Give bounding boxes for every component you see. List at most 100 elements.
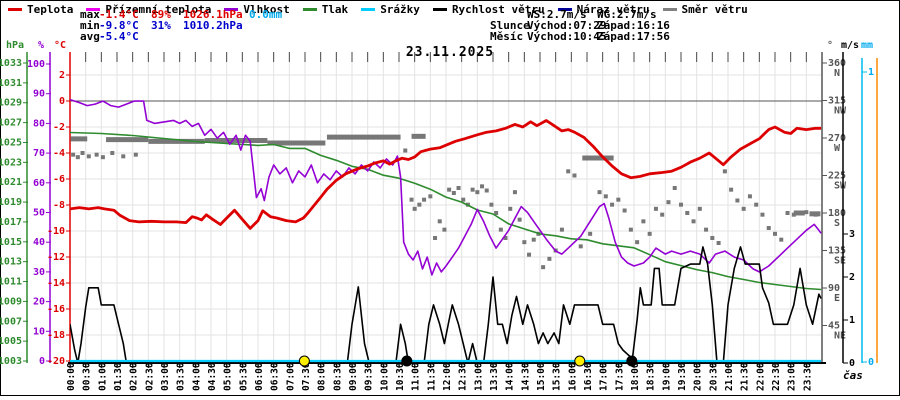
svg-text:06:30: 06:30 (270, 362, 281, 391)
stat-max-humidity: 89% (151, 8, 171, 21)
wind-direction-point (409, 197, 414, 202)
svg-text:3: 3 (849, 229, 855, 240)
wind-direction-point (531, 237, 536, 242)
svg-text:135: 135 (828, 246, 846, 257)
wind-direction-point (512, 190, 517, 195)
svg-text:1017: 1017 (0, 217, 22, 228)
svg-text:-2: -2 (53, 122, 65, 133)
svg-text:NW: NW (834, 106, 847, 117)
wind-direction-point (578, 244, 583, 249)
wind-direction-point (641, 219, 646, 224)
temperature-line (70, 119, 822, 230)
svg-text:1031: 1031 (0, 78, 22, 89)
wind-direction-point (572, 173, 577, 178)
wind-direction-point (697, 206, 702, 211)
svg-text:1003: 1003 (0, 356, 22, 367)
svg-text:1025: 1025 (0, 137, 22, 148)
legend-color-dash (8, 8, 22, 11)
svg-text:1021: 1021 (0, 177, 22, 188)
svg-text:2: 2 (849, 272, 855, 283)
svg-text:SE: SE (834, 256, 846, 267)
svg-text:16:00: 16:00 (567, 362, 578, 391)
svg-text:21:30: 21:30 (740, 362, 751, 391)
stat-min-label: min (80, 19, 100, 32)
pressure-axis-unit: hPa (6, 40, 25, 51)
svg-text:70: 70 (33, 148, 45, 159)
svg-text:45: 45 (828, 321, 840, 332)
svg-text:14:00: 14:00 (505, 362, 516, 391)
legend-item: Směr větru (662, 3, 748, 16)
sunset-time: Západ:16:16 (597, 19, 670, 32)
svg-text:10:00: 10:00 (379, 362, 390, 391)
legend-color-dash (86, 8, 101, 11)
svg-text:10:30: 10:30 (395, 362, 406, 391)
wind-direction-point (566, 169, 571, 174)
svg-text:23:30: 23:30 (802, 362, 813, 391)
svg-text:07:00: 07:00 (285, 362, 296, 391)
svg-text:-6: -6 (53, 174, 65, 185)
svg-text:1009: 1009 (0, 296, 22, 307)
stat-avg-temp: -5.4°C (99, 30, 139, 43)
svg-text:100: 100 (27, 59, 45, 70)
legend-color-dash (224, 8, 239, 11)
wind-direction-point (741, 206, 746, 211)
wind-direction-point (603, 194, 608, 199)
legend-item: Rychlost větru (432, 3, 545, 16)
svg-text:22:30: 22:30 (771, 362, 782, 391)
wind-direction-point (710, 236, 715, 240)
series (70, 98, 822, 364)
wind-direction-point (773, 231, 777, 236)
svg-text:02:00: 02:00 (129, 362, 140, 391)
svg-text:2: 2 (59, 70, 65, 81)
svg-text:08:30: 08:30 (332, 362, 343, 391)
legend-item: Tlak (302, 3, 348, 16)
wind-direction-point (754, 202, 759, 207)
svg-text:19:00: 19:00 (661, 362, 672, 391)
sunrise-marker (298, 355, 310, 367)
legend-item: Srážky (361, 3, 420, 16)
svg-text:-14: -14 (47, 278, 65, 289)
sunset-marker (574, 355, 586, 367)
wind-direction-point (729, 187, 734, 192)
wind-direction-point (484, 188, 489, 193)
svg-text:-16: -16 (47, 304, 65, 315)
svg-text:E: E (834, 293, 840, 304)
svg-text:315: 315 (828, 96, 846, 107)
wind-direction-point (451, 191, 456, 195)
wind-direction-point (653, 206, 658, 211)
legend: Teplota Přízemní teplota Vlhkost Tlak Srážky… (8, 3, 748, 16)
stat-avg-label: avg (80, 30, 100, 43)
svg-text:NE: NE (834, 331, 846, 342)
wind-direction-point (517, 217, 522, 222)
wind-direction-point (94, 152, 99, 157)
wind-direction-point (691, 219, 696, 224)
svg-text:03:30: 03:30 (176, 362, 187, 391)
wind-speed-stat: WS:2.7m/s (527, 8, 587, 21)
legend-label: Teplota (27, 3, 74, 16)
svg-text:0: 0 (39, 356, 45, 367)
legend-label: Náraz větru (576, 3, 650, 16)
svg-text:1015: 1015 (0, 237, 22, 248)
svg-text:1029: 1029 (0, 98, 22, 109)
wind-direction-point (804, 210, 809, 215)
wind-direction-point (480, 184, 485, 189)
wind-direction-point (456, 186, 461, 190)
wind-direction-point (428, 194, 433, 199)
svg-text:20:30: 20:30 (708, 362, 719, 391)
humidity-line (70, 98, 822, 276)
wind-direction-point (766, 226, 771, 230)
svg-text:0: 0 (59, 96, 65, 107)
svg-text:1033: 1033 (0, 58, 22, 69)
wind-direction-point (447, 187, 452, 192)
svg-text:1: 1 (849, 315, 855, 326)
sunrise-time: Východ:07:29 (527, 19, 607, 32)
wind-direction-point (597, 190, 602, 195)
svg-text:50: 50 (33, 208, 45, 219)
chart-date-title: 23.11.2025 (405, 45, 495, 60)
svg-text:16:30: 16:30 (583, 362, 594, 391)
wind-direction-point (475, 190, 480, 195)
legend-color-dash (662, 8, 677, 11)
wind-direction-point (417, 202, 422, 207)
